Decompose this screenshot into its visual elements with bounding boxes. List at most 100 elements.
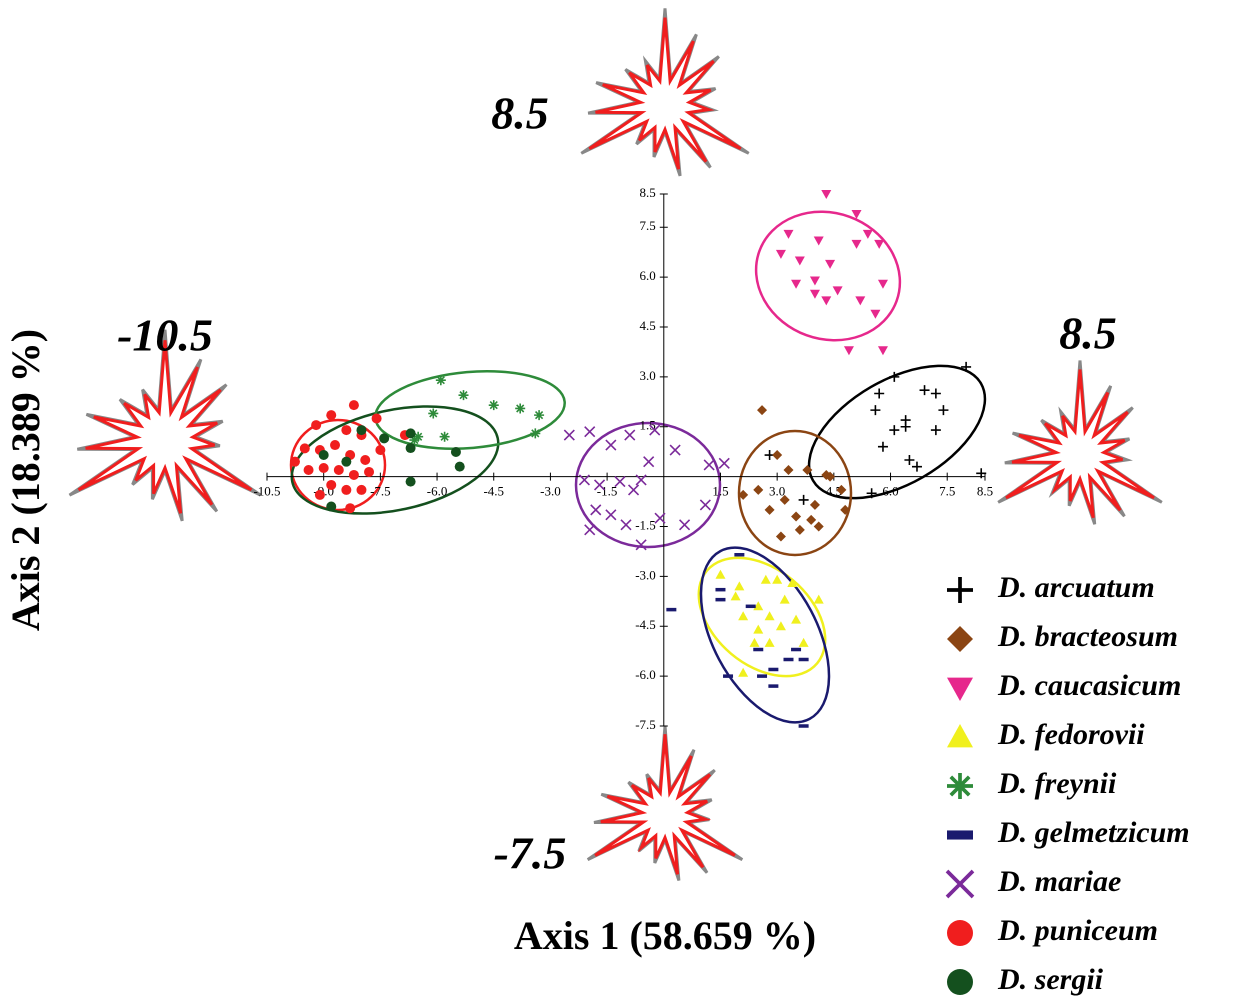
point [680, 520, 690, 530]
point [912, 462, 922, 472]
x-tick-label: -10.5 [253, 484, 280, 499]
point [783, 658, 793, 662]
point [806, 515, 816, 525]
point [734, 581, 744, 590]
point [349, 400, 359, 410]
legend-marker [947, 969, 973, 995]
point [772, 575, 782, 584]
point [780, 595, 790, 604]
y-tick-label: -1.5 [635, 517, 656, 532]
point [356, 425, 366, 435]
point [901, 422, 911, 432]
point [783, 230, 793, 239]
y-tick-label: 7.5 [640, 218, 656, 233]
point [489, 400, 499, 410]
ellipse [282, 389, 508, 530]
point [746, 605, 756, 609]
point [530, 428, 540, 438]
point [364, 467, 374, 477]
point [920, 385, 930, 395]
point [451, 447, 461, 457]
point [290, 457, 300, 467]
x-tick-label: -6.0 [427, 484, 448, 499]
legend-marker [947, 724, 973, 747]
point [715, 588, 725, 592]
y-tick-label: 8.5 [640, 185, 656, 200]
x-tick-label: 1.5 [712, 484, 728, 499]
point [715, 598, 725, 602]
point [534, 410, 544, 420]
ellipse [674, 527, 855, 744]
series [290, 400, 410, 513]
point [833, 286, 843, 295]
point [738, 668, 748, 677]
point [889, 425, 899, 435]
point [844, 346, 854, 355]
ellipse [738, 192, 918, 360]
point [810, 276, 820, 285]
point [795, 525, 805, 535]
point [459, 390, 469, 400]
series [666, 553, 808, 728]
point [723, 674, 733, 678]
point [772, 450, 782, 460]
point [315, 490, 325, 500]
point [799, 638, 809, 647]
legend-label: D. sergii [997, 963, 1104, 996]
point [345, 503, 355, 513]
x-tick-label: 3.0 [769, 484, 785, 499]
point [629, 485, 639, 495]
point [878, 442, 888, 452]
point [636, 540, 646, 550]
point [319, 450, 329, 460]
point [878, 346, 888, 355]
point [791, 615, 801, 624]
point [814, 237, 824, 246]
point [799, 495, 809, 505]
point [311, 420, 321, 430]
point [874, 389, 884, 399]
point [734, 553, 744, 557]
point [715, 570, 725, 579]
point [436, 375, 446, 385]
point [341, 425, 351, 435]
point [406, 477, 416, 487]
point [300, 443, 310, 453]
y-tick-label: -6.0 [635, 667, 656, 682]
x-tick-label: -3.0 [540, 484, 561, 499]
point [825, 260, 835, 269]
legend-label: D. mariae [997, 865, 1121, 898]
point [326, 480, 336, 490]
point [863, 230, 873, 239]
point [938, 405, 948, 415]
point [799, 658, 809, 662]
point [768, 684, 778, 688]
point [515, 403, 525, 413]
leaf-icon [581, 8, 748, 176]
legend-marker [947, 871, 973, 897]
point [931, 425, 941, 435]
point [334, 465, 344, 475]
point [326, 502, 336, 512]
point [615, 477, 625, 487]
point [799, 724, 809, 728]
point [406, 428, 416, 438]
point [666, 608, 676, 612]
annotation: -7.5 [494, 828, 567, 879]
legend-marker [947, 920, 973, 946]
point [768, 668, 778, 672]
series [409, 375, 544, 445]
point [670, 445, 680, 455]
point [356, 485, 366, 495]
point [776, 531, 786, 541]
point [704, 460, 714, 470]
x-tick-label: -7.5 [370, 484, 391, 499]
point [814, 522, 824, 532]
x-axis-title: Axis 1 (58.659 %) [514, 913, 816, 958]
point [931, 389, 941, 399]
point [753, 625, 763, 634]
point [606, 440, 616, 450]
point [878, 280, 888, 289]
point [455, 462, 465, 472]
point [644, 457, 654, 467]
